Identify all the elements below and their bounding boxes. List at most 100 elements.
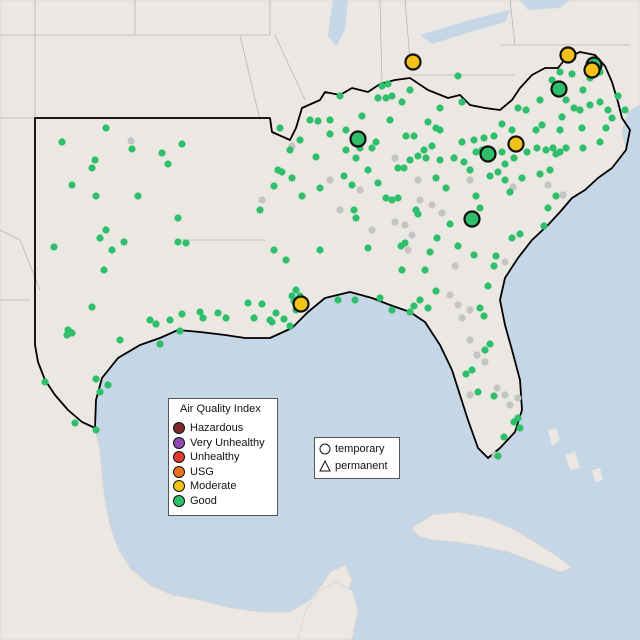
monitor-good-marker[interactable]	[578, 124, 586, 132]
monitor-good-marker[interactable]	[282, 256, 290, 264]
monitor-good-marker[interactable]	[398, 98, 406, 106]
monitor-good-marker[interactable]	[501, 176, 509, 184]
monitor-good-marker[interactable]	[472, 192, 480, 200]
monitor-good-marker[interactable]	[146, 316, 154, 324]
monitor-good-marker[interactable]	[270, 182, 278, 190]
monitor-good-marker[interactable]	[270, 246, 278, 254]
monitor-nodata-marker[interactable]	[451, 262, 459, 270]
monitor-good-marker[interactable]	[256, 206, 264, 214]
monitor-good-marker[interactable]	[244, 299, 252, 307]
monitor-good-marker[interactable]	[286, 146, 294, 154]
monitor-good-marker[interactable]	[100, 266, 108, 274]
monitor-good-marker[interactable]	[394, 164, 402, 172]
monitor-good-marker[interactable]	[596, 138, 604, 146]
monitor-good-marker[interactable]	[91, 156, 99, 164]
monitor-nodata-marker[interactable]	[514, 394, 522, 402]
monitor-good-marker[interactable]	[58, 138, 66, 146]
monitor-nodata-marker[interactable]	[404, 246, 412, 254]
monitor-good-marker[interactable]	[614, 92, 622, 100]
monitor-good-marker[interactable]	[460, 158, 468, 166]
monitor-good-marker[interactable]	[602, 124, 610, 132]
monitor-good-marker[interactable]	[68, 181, 76, 189]
monitor-good-marker[interactable]	[176, 327, 184, 335]
monitor-good-marker[interactable]	[120, 238, 128, 246]
monitor-good-marker[interactable]	[316, 184, 324, 192]
monitor-good-marker[interactable]	[348, 181, 356, 189]
monitor-good-marker[interactable]	[474, 388, 482, 396]
monitor-nodata-marker[interactable]	[446, 291, 454, 299]
monitor-good-marker[interactable]	[388, 196, 396, 204]
monitor-good-marker[interactable]	[378, 82, 386, 90]
monitor-good-marker[interactable]	[570, 104, 578, 112]
monitor-moderate-marker[interactable]	[292, 295, 310, 313]
monitor-good-marker[interactable]	[458, 98, 466, 106]
monitor-good-marker[interactable]	[292, 286, 300, 294]
monitor-good-marker[interactable]	[472, 148, 480, 156]
monitor-good-marker[interactable]	[406, 308, 414, 316]
monitor-good-marker[interactable]	[326, 130, 334, 138]
monitor-good-marker[interactable]	[92, 426, 100, 434]
monitor-good-marker[interactable]	[92, 375, 100, 383]
monitor-good-marker[interactable]	[326, 116, 334, 124]
monitor-good-marker[interactable]	[374, 179, 382, 187]
monitor-good-marker[interactable]	[182, 239, 190, 247]
monitor-good-marker[interactable]	[516, 424, 524, 432]
monitor-good-marker[interactable]	[514, 104, 522, 112]
monitor-good-marker[interactable]	[420, 146, 428, 154]
monitor-good-marker[interactable]	[364, 244, 372, 252]
monitor-good-marker[interactable]	[508, 234, 516, 242]
monitor-good-marker[interactable]	[458, 138, 466, 146]
monitor-good-marker[interactable]	[486, 172, 494, 180]
monitor-good-marker[interactable]	[199, 314, 207, 322]
monitor-good-marker[interactable]	[376, 294, 384, 302]
monitor-good-marker[interactable]	[568, 70, 576, 78]
monitor-nodata-marker[interactable]	[501, 258, 509, 266]
monitor-good-marker[interactable]	[178, 140, 186, 148]
monitor-nodata-marker[interactable]	[473, 351, 481, 359]
monitor-good-marker[interactable]	[548, 76, 556, 84]
monitor-nodata-marker[interactable]	[127, 137, 135, 145]
monitor-good-marker[interactable]	[250, 314, 258, 322]
monitor-good-marker[interactable]	[536, 170, 544, 178]
monitor-good-marker[interactable]	[442, 184, 450, 192]
monitor-good-marker[interactable]	[108, 246, 116, 254]
monitor-good-marker[interactable]	[479, 145, 497, 163]
monitor-good-marker[interactable]	[342, 146, 350, 154]
monitor-good-marker[interactable]	[394, 194, 402, 202]
monitor-good-marker[interactable]	[298, 192, 306, 200]
monitor-good-marker[interactable]	[466, 166, 474, 174]
monitor-good-marker[interactable]	[486, 340, 494, 348]
monitor-good-marker[interactable]	[556, 68, 564, 76]
monitor-good-marker[interactable]	[446, 220, 454, 228]
monitor-good-marker[interactable]	[401, 239, 409, 247]
monitor-good-marker[interactable]	[470, 136, 478, 144]
monitor-good-marker[interactable]	[316, 246, 324, 254]
monitor-good-marker[interactable]	[492, 252, 500, 260]
monitor-good-marker[interactable]	[470, 251, 478, 259]
monitor-moderate-marker[interactable]	[404, 53, 422, 71]
monitor-good-marker[interactable]	[421, 266, 429, 274]
monitor-good-marker[interactable]	[608, 114, 616, 122]
monitor-good-marker[interactable]	[364, 166, 372, 174]
monitor-good-marker[interactable]	[63, 331, 71, 339]
monitor-nodata-marker[interactable]	[414, 176, 422, 184]
monitor-good-marker[interactable]	[340, 172, 348, 180]
monitor-good-marker[interactable]	[424, 118, 432, 126]
monitor-good-marker[interactable]	[306, 116, 314, 124]
monitor-nodata-marker[interactable]	[391, 154, 399, 162]
monitor-good-marker[interactable]	[386, 116, 394, 124]
monitor-good-marker[interactable]	[88, 164, 96, 172]
monitor-good-marker[interactable]	[96, 234, 104, 242]
monitor-good-marker[interactable]	[480, 134, 488, 142]
monitor-good-marker[interactable]	[576, 106, 584, 114]
monitor-good-marker[interactable]	[562, 96, 570, 104]
monitor-good-marker[interactable]	[280, 315, 288, 323]
monitor-nodata-marker[interactable]	[506, 401, 514, 409]
monitor-good-marker[interactable]	[508, 126, 516, 134]
monitor-good-marker[interactable]	[268, 318, 276, 326]
monitor-good-marker[interactable]	[334, 296, 342, 304]
monitor-good-marker[interactable]	[286, 322, 294, 330]
monitor-good-marker[interactable]	[516, 230, 524, 238]
monitor-good-marker[interactable]	[156, 340, 164, 348]
monitor-good-marker[interactable]	[468, 366, 476, 374]
